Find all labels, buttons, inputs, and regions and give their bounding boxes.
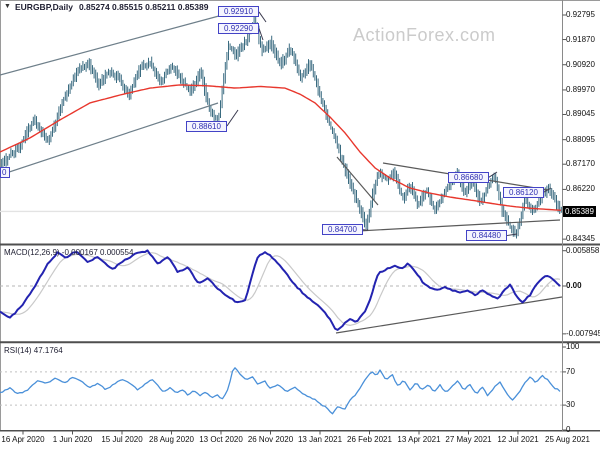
axis-tick-label: 0.00: [566, 281, 582, 290]
date-tick-label: 25 Aug 2021: [545, 435, 590, 444]
price-level-tag[interactable]: 0.88610: [186, 120, 227, 132]
axis-tick-label: 30: [566, 400, 575, 410]
trendline-price[interactable]: [0, 102, 219, 176]
price-level-tag[interactable]: 0.86680: [448, 171, 489, 183]
date-tick-label: 15 Jul 2020: [101, 435, 143, 444]
trendline-price[interactable]: [357, 219, 561, 232]
ohlc-quote-values: 0.85274 0.85515 0.85211 0.85389: [78, 2, 209, 12]
price-level-tag[interactable]: 0.84700: [322, 224, 363, 236]
axis-tick-label: 0.89045: [566, 109, 595, 119]
tag-connector: [488, 171, 498, 178]
date-tick-label: 28 Aug 2020: [149, 435, 194, 444]
price-level-tag[interactable]: 0.84480: [466, 230, 507, 242]
tag-connector: [226, 109, 239, 127]
price-level-tag-clipped[interactable]: 0: [0, 167, 10, 178]
price-level-tag[interactable]: 0.86120: [503, 186, 544, 198]
date-tick-label: 26 Nov 2020: [247, 435, 294, 444]
rsi-indicator-label: RSI(14) 47.1764: [4, 346, 63, 355]
axis-tick-label: 0.005858: [566, 245, 600, 255]
date-tick-label: 13 Apr 2021: [397, 435, 441, 444]
macd-signal-line: [0, 252, 561, 326]
collapse-indicator-icon[interactable]: ▼: [4, 3, 11, 10]
axis-tick-label: 0.84345: [566, 234, 595, 244]
axis-tick-label: -0.007945: [566, 328, 600, 338]
watermark: ActionForex.com: [353, 25, 496, 45]
trendline-price[interactable]: [0, 12, 231, 76]
macd-indicator-label: MACD(12,26,9) -0.000167 0.000554: [4, 248, 134, 257]
axis-tick-label: 0: [566, 425, 571, 434]
price-level-tag[interactable]: 0.92290: [218, 22, 259, 34]
date-tick-label: 26 Feb 2021: [347, 435, 392, 444]
symbol-timeframe-label: EURGBP,Daily: [15, 2, 73, 12]
axis-tick-label: 0.90920: [566, 59, 595, 69]
axis-tick-label: 100: [566, 342, 580, 351]
tag-connector: [258, 28, 264, 41]
moving-average-line: [0, 84, 562, 211]
trendline-macd[interactable]: [335, 296, 563, 334]
axis-tick-label: 70: [566, 366, 575, 376]
current-price-tag: 0.85389: [563, 205, 596, 217]
date-tick-label: 16 Apr 2020: [1, 435, 45, 444]
rsi-line: [0, 367, 561, 415]
tag-connector: [543, 187, 552, 193]
axis-tick-label: 0.88095: [566, 134, 595, 144]
date-tick-label: 1 Jun 2020: [52, 435, 93, 444]
chart-header: EURGBP,Daily 0.85274 0.85515 0.85211 0.85…: [15, 2, 208, 12]
macd-main-line: [0, 249, 561, 331]
price-level-tag[interactable]: 0.92910: [218, 6, 259, 18]
date-tick-label: 13 Oct 2020: [199, 435, 243, 444]
axis-tick-label: 0.91870: [566, 34, 595, 44]
trendline-price[interactable]: [336, 156, 379, 206]
tag-connector: [506, 233, 518, 237]
tag-connector: [258, 11, 267, 23]
candlestick-bars[interactable]: [0, 15, 562, 239]
axis-tick-label: 0.87170: [566, 159, 595, 169]
date-tick-label: 13 Jan 2021: [297, 435, 343, 444]
date-tick-label: 27 May 2021: [445, 435, 492, 444]
axis-tick-label: 0.89970: [566, 84, 595, 94]
axis-tick-label: 0.86220: [566, 184, 595, 194]
axis-tick-label: 0.92795: [566, 10, 595, 19]
date-tick-label: 12 Jul 2021: [497, 435, 539, 444]
